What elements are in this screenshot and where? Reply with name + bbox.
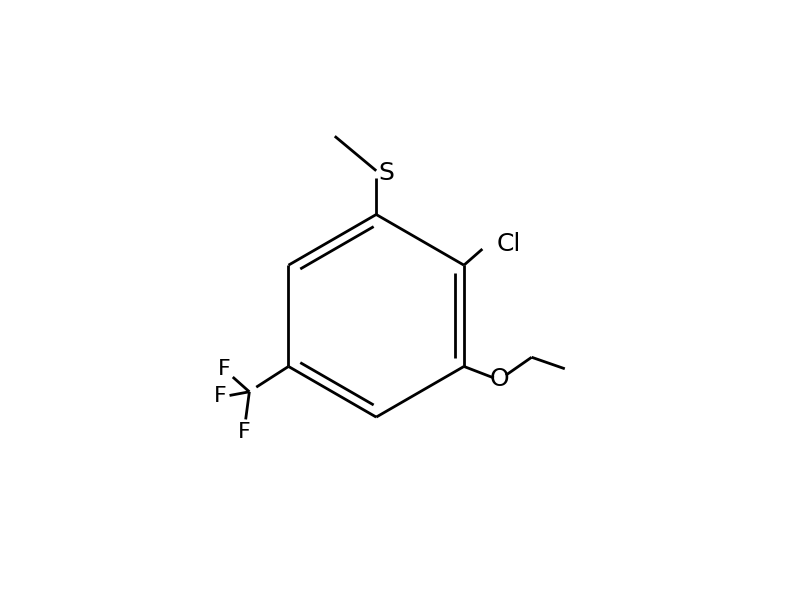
Text: F: F [218, 359, 231, 379]
Text: Cl: Cl [496, 233, 521, 257]
Text: O: O [489, 367, 509, 391]
Text: F: F [214, 386, 226, 407]
Text: F: F [239, 422, 251, 442]
Text: S: S [378, 161, 394, 185]
